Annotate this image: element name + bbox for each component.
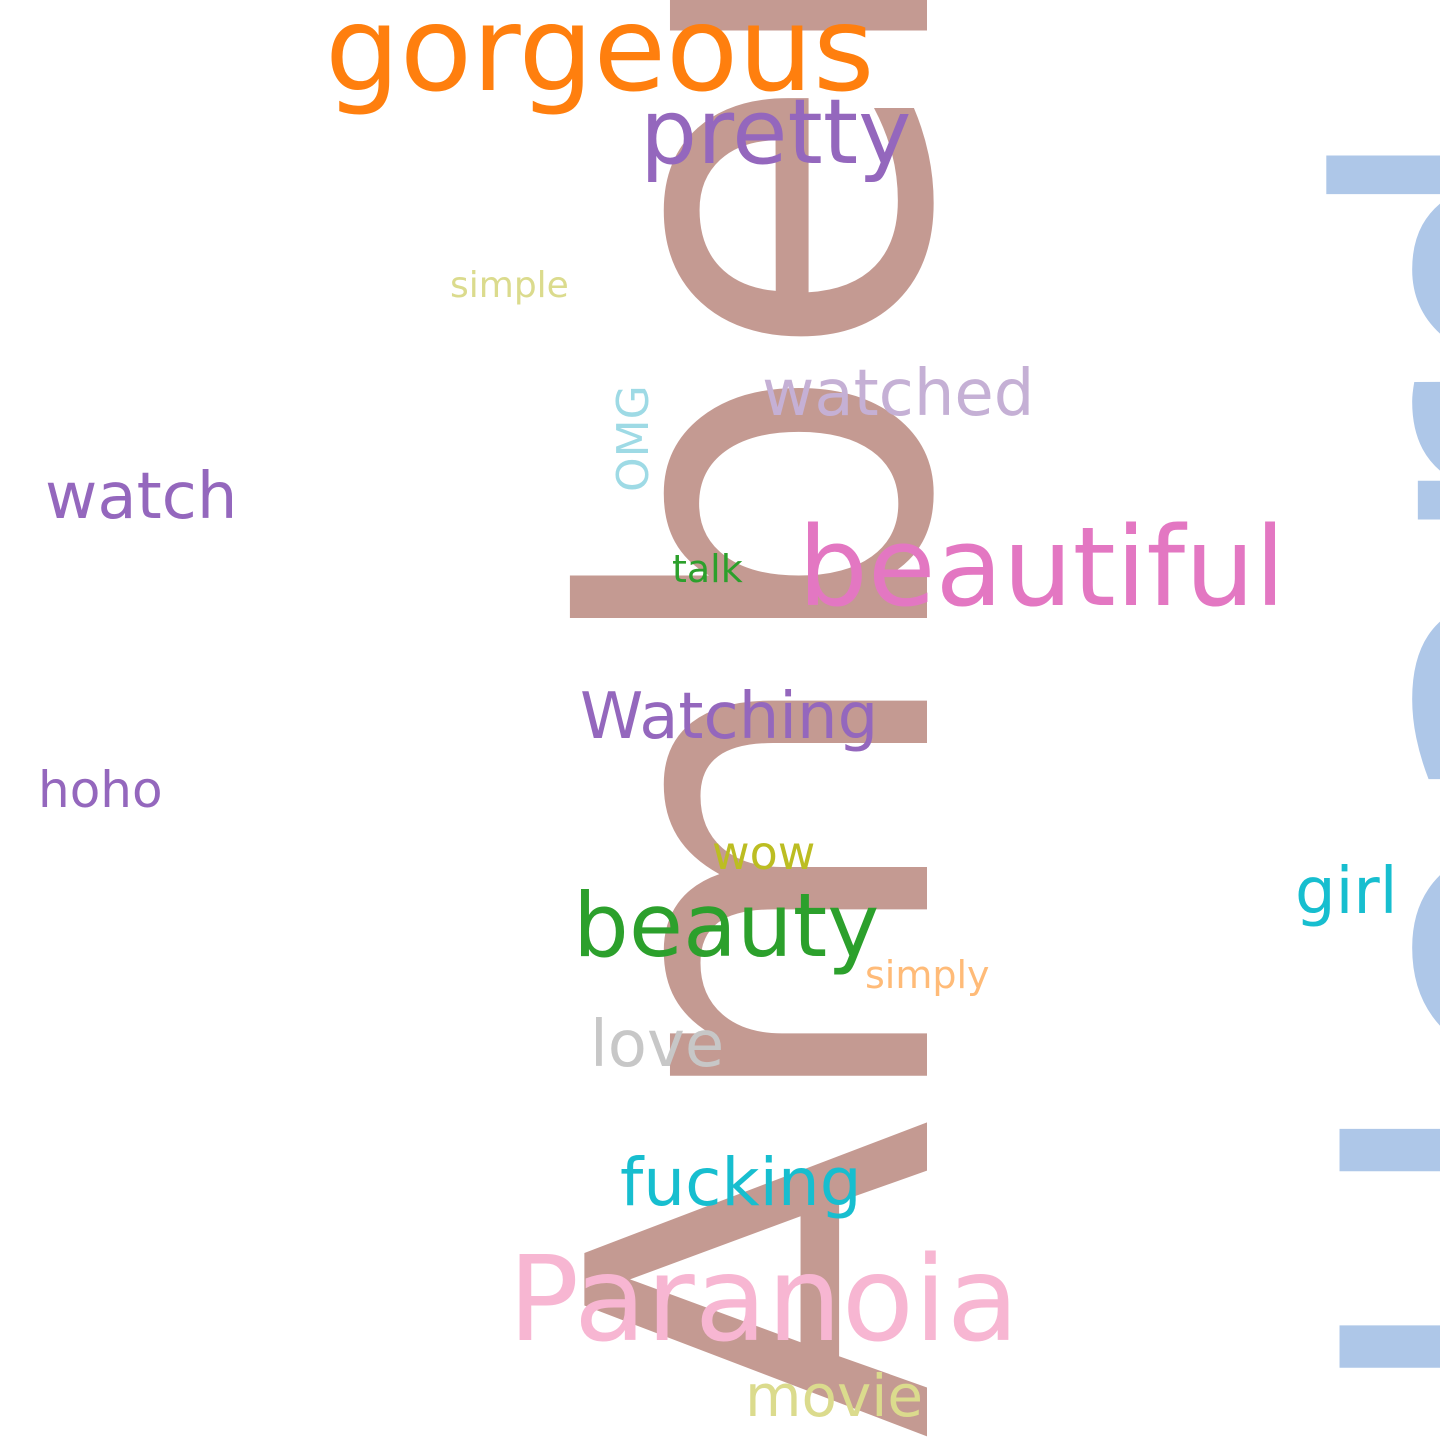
word-heard: Heard [1255,116,1440,1410]
word-love: love [590,1008,725,1082]
word-watch: watch [45,460,238,534]
word-fucking: fucking [620,1144,862,1221]
word-pretty: pretty [640,80,912,185]
word-movie: movie [745,1362,924,1430]
word-beautiful: beautiful [798,503,1286,631]
word-girl: girl [1295,855,1398,929]
word-wow: wow [712,826,816,880]
word-omg: OMG [608,385,659,492]
word-simply: simply [865,953,990,997]
word-simple: simple [450,265,569,306]
word-beauty: beauty [573,874,880,977]
word-paranoia: Paranoia [508,1230,1020,1368]
word-hoho: hoho [38,761,163,819]
word-watched: watched [762,357,1035,431]
word-gorgeous: gorgeous [325,0,875,118]
word-talk: talk [672,547,743,591]
word-watching: Watching [580,680,879,754]
